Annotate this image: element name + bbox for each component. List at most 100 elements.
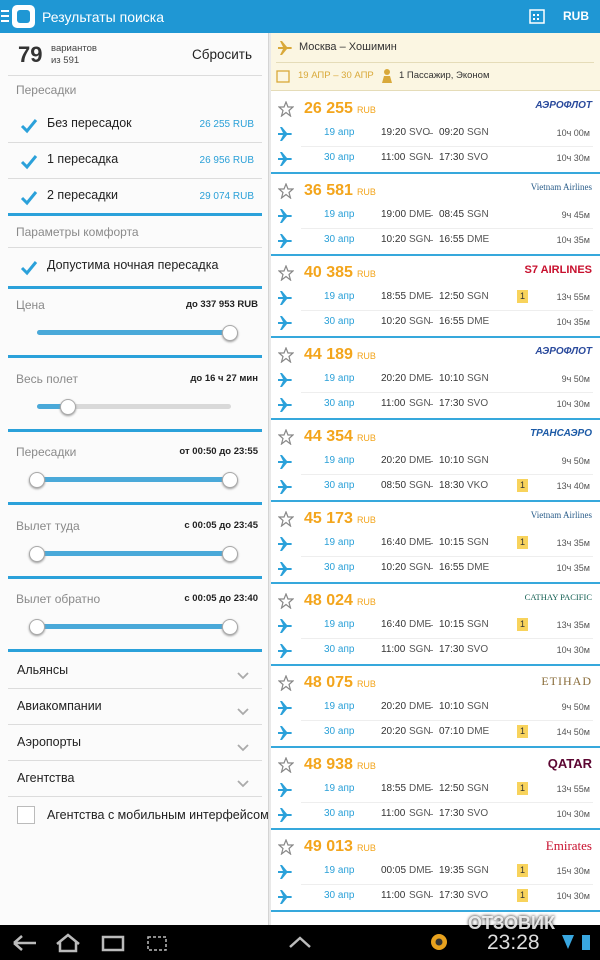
filter-group[interactable]: Авиакомпании (17, 699, 102, 713)
calendar-icon[interactable] (528, 7, 546, 25)
leg-dash (429, 814, 433, 815)
slider-label: Весь полет (16, 371, 78, 386)
favorite-star-wrap[interactable] (277, 756, 295, 778)
leg-dash (429, 461, 433, 462)
favorite-star[interactable] (277, 674, 295, 692)
leg-duration: 13ч 40м (556, 481, 590, 491)
reset-button[interactable]: Сбросить (192, 47, 253, 62)
favorite-star-wrap[interactable] (277, 264, 295, 286)
checkmark (20, 155, 38, 170)
checkbox[interactable] (17, 187, 38, 206)
filter-group[interactable]: Альянсы (17, 663, 69, 677)
favorite-star[interactable] (277, 182, 295, 200)
slider-handle[interactable] (29, 619, 45, 635)
slider-handle[interactable] (222, 545, 238, 562)
result-card[interactable]: 48 938 RUB QATAR 19 апр 18:55 DME 12:50 SGN 1 13ч… (271, 748, 600, 830)
favorite-star-wrap[interactable] (277, 510, 295, 532)
result-card[interactable]: 40 385 RUB S7 AIRLINES 19 апр 18:55 DME 12:50 S… (271, 256, 600, 338)
checkbox[interactable] (17, 151, 38, 170)
arr-airport: DME (467, 726, 490, 737)
favorite-star[interactable] (277, 838, 295, 856)
route-plane-icon (278, 41, 292, 55)
arr-time: 08:45 (439, 209, 465, 220)
favorite-star[interactable] (277, 100, 295, 118)
favorite-star[interactable] (277, 756, 295, 774)
result-card[interactable]: 45 173 RUB Vietnam Airlines 19 апр 16:40 DME 1… (271, 502, 600, 584)
leg-date: 19 апр (324, 455, 355, 466)
app-icon[interactable] (11, 4, 36, 29)
expand-chevron-wrap[interactable] (236, 667, 250, 685)
leg-duration: 10ч 35м (556, 563, 590, 573)
expand-chevron-wrap[interactable] (236, 775, 250, 793)
expand-chevron-wrap[interactable] (236, 739, 250, 757)
favorite-star-wrap[interactable] (277, 674, 295, 696)
leg-divider (301, 474, 593, 475)
favorite-star-wrap[interactable] (277, 346, 295, 368)
leg-plane-icon (278, 726, 292, 740)
leg-plane-icon (278, 480, 292, 494)
result-card[interactable]: 48 075 RUB ETIHAD 19 апр 20:20 DME 10:10 SGN 9ч … (271, 666, 600, 748)
stops-badge: 1 (517, 889, 528, 902)
slider-handle[interactable] (29, 545, 45, 562)
result-card[interactable]: 26 255 RUB АЭРОФЛОТ 19 апр 19:20 SVO 09:20 SGN 1… (271, 92, 600, 174)
expand-chevron[interactable] (236, 742, 250, 752)
result-card[interactable]: 44 354 RUB ТРАНСАЭРО 19 апр 20:20 DME 10:10 SGN… (271, 420, 600, 502)
leg-dash (429, 543, 433, 544)
checkbox[interactable] (17, 806, 35, 824)
filter-group[interactable]: Агентства (17, 771, 75, 785)
expand-chevron-wrap[interactable] (236, 703, 250, 721)
slider-handle[interactable] (222, 619, 238, 635)
favorite-star[interactable] (277, 428, 295, 446)
clock: 23:28 (487, 931, 540, 954)
expand-chevron[interactable] (236, 778, 250, 788)
leg-plane-icon-wrap (277, 643, 293, 664)
price: 48 075 (304, 674, 353, 691)
filter-group[interactable]: Аэропорты (17, 735, 82, 749)
result-card[interactable]: 48 024 RUB CATHAY PACIFIC 19 апр 16:40 DME 10:… (271, 584, 600, 666)
leg-duration: 10ч 30м (556, 399, 590, 409)
checkbox[interactable] (17, 257, 38, 276)
favorite-star[interactable] (277, 592, 295, 610)
favorite-star[interactable] (277, 510, 295, 528)
arr-time: 07:10 (439, 726, 465, 737)
favorite-star-wrap[interactable] (277, 428, 295, 450)
leg-divider (301, 884, 593, 885)
price-currency: RUB (356, 515, 376, 525)
currency-button[interactable]: RUB (563, 9, 589, 23)
slider-handle[interactable] (29, 472, 45, 488)
price-line: 26 255 RUB (304, 100, 376, 118)
dep-airport: SGN (409, 234, 431, 245)
arr-time: 10:10 (439, 701, 465, 712)
dep-time: 20:20 (381, 373, 407, 384)
favorite-star[interactable] (277, 264, 295, 282)
favorite-star[interactable] (277, 346, 295, 364)
result-card[interactable]: 44 189 RUB АЭРОФЛОТ 19 апр 20:20 DME 10:10 SGN 9… (271, 338, 600, 420)
airline-logo: S7 AIRLINES (524, 264, 592, 276)
up-chevron[interactable] (288, 935, 312, 949)
result-card[interactable]: 49 013 RUB Emirates 19 апр 00:05 DME 19:35 SGN 1… (271, 830, 600, 912)
expand-chevron[interactable] (236, 670, 250, 680)
slider-label: Вылет обратно (16, 592, 101, 606)
blue-separator (8, 355, 262, 358)
checkbox[interactable] (17, 115, 38, 134)
expand-chevron[interactable] (236, 706, 250, 716)
airline-logo: АЭРОФЛОТ (535, 346, 592, 357)
price-currency: RUB (356, 433, 376, 443)
nav-buttons[interactable] (10, 933, 180, 953)
favorite-star-wrap[interactable] (277, 838, 295, 860)
slider-handle[interactable] (222, 472, 238, 488)
favorite-star-wrap[interactable] (277, 592, 295, 614)
arr-airport: SGN (467, 455, 489, 466)
slider-range: до 16 ч 27 мин (190, 372, 258, 384)
leg-plane-icon-wrap (277, 151, 293, 172)
menu-icon[interactable] (0, 8, 12, 24)
arr-airport: SVO (467, 644, 489, 655)
leg-duration: 14ч 50м (556, 727, 590, 737)
favorite-star-wrap[interactable] (277, 100, 295, 122)
slider-handle[interactable] (60, 398, 76, 415)
leg-duration: 13ч 35м (556, 620, 590, 630)
separator (8, 688, 262, 689)
slider-handle[interactable] (222, 325, 238, 341)
favorite-star-wrap[interactable] (277, 182, 295, 204)
result-card[interactable]: 36 581 RUB Vietnam Airlines 19 апр 19:00 DME 0… (271, 174, 600, 256)
